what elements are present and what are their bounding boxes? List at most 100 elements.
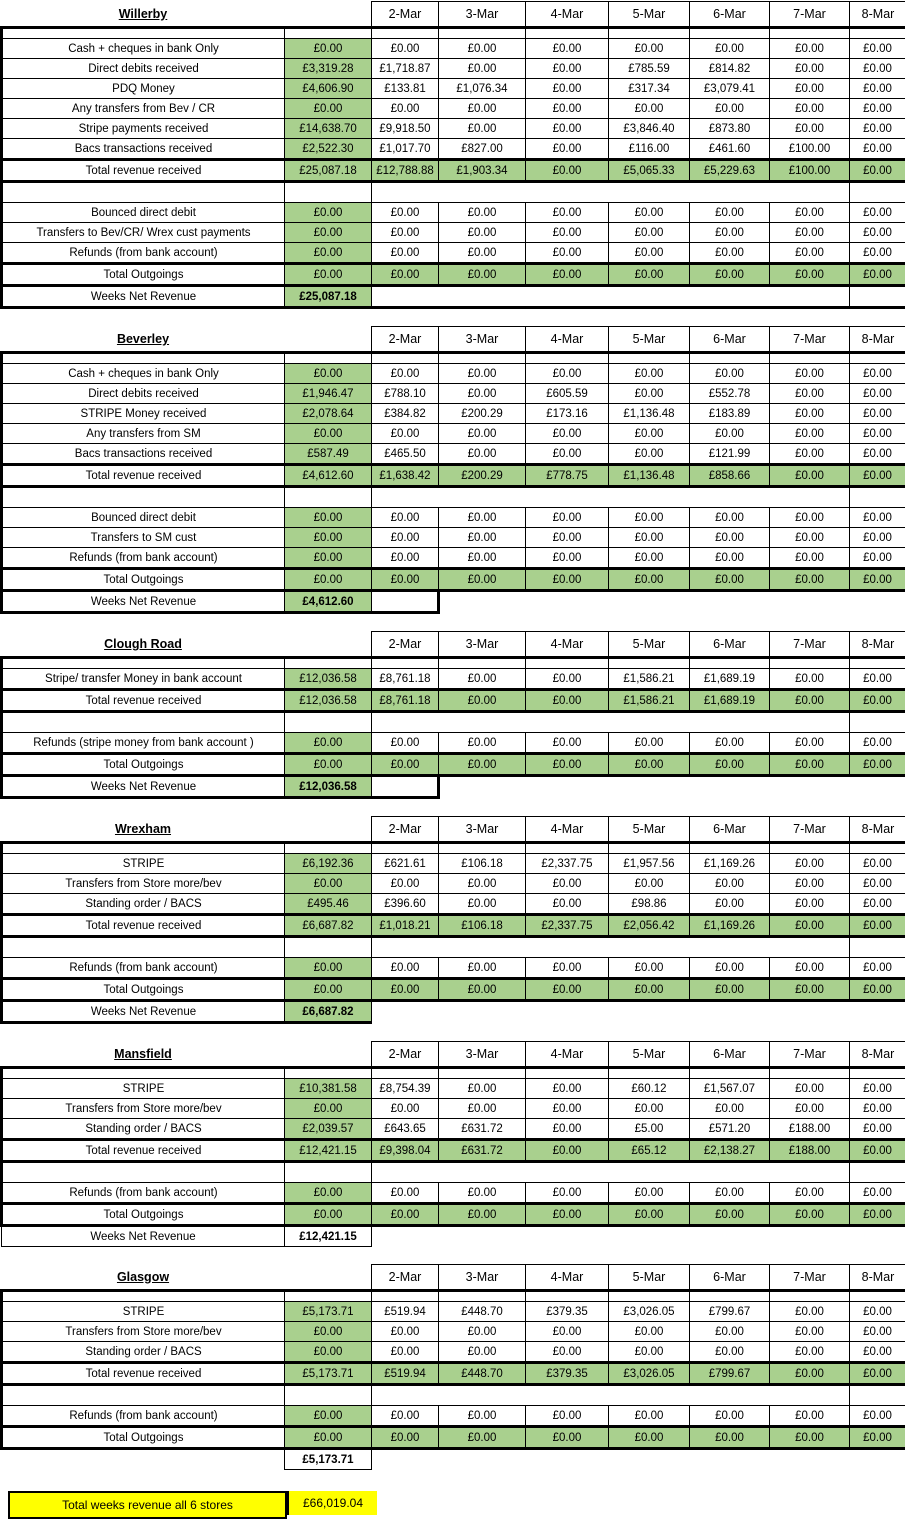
week-total-cell[interactable]: £587.49 xyxy=(285,444,372,465)
row-label-cell-standing-order-bacs[interactable]: Standing order / BACS xyxy=(2,1342,285,1363)
day-value-cell[interactable]: £0.00 xyxy=(526,424,609,444)
day-value-cell[interactable]: £0.00 xyxy=(850,1204,905,1226)
date-header-cell-4-mar[interactable]: 4-Mar xyxy=(526,1265,609,1291)
date-header-cell-7-mar[interactable]: 7-Mar xyxy=(770,817,850,843)
day-value-cell[interactable]: £0.00 xyxy=(850,548,905,569)
date-header-cell-3-mar[interactable]: 3-Mar xyxy=(439,632,526,658)
day-value-cell[interactable]: £0.00 xyxy=(526,223,609,243)
day-value-cell[interactable]: £173.16 xyxy=(526,404,609,424)
day-value-cell[interactable]: £0.00 xyxy=(372,754,439,776)
day-value-cell[interactable]: £0.00 xyxy=(850,223,905,243)
row-label-cell-transfers-to-sm-cust[interactable]: Transfers to SM cust xyxy=(2,528,285,548)
day-value-cell[interactable]: £0.00 xyxy=(526,264,609,286)
week-total-cell[interactable]: £0.00 xyxy=(285,243,372,264)
day-value-cell[interactable]: £0.00 xyxy=(850,669,905,690)
day-value-cell[interactable]: £0.00 xyxy=(372,1099,439,1119)
date-header-cell-2-mar[interactable]: 2-Mar xyxy=(372,1042,439,1068)
day-value-cell[interactable]: £1,689.19 xyxy=(690,690,770,712)
row-label-cell-total-revenue-received[interactable]: Total revenue received xyxy=(2,1140,285,1162)
day-value-cell[interactable]: £0.00 xyxy=(439,1406,526,1427)
day-value-cell[interactable]: £0.00 xyxy=(372,1427,439,1449)
day-value-cell[interactable]: £0.00 xyxy=(770,99,850,119)
week-total-cell[interactable]: £10,381.58 xyxy=(285,1079,372,1099)
week-total-cell[interactable]: £0.00 xyxy=(285,1406,372,1427)
day-value-cell[interactable]: £0.00 xyxy=(609,528,690,548)
day-value-cell[interactable]: £5.00 xyxy=(609,1119,690,1140)
day-value-cell[interactable]: £0.00 xyxy=(850,444,905,465)
day-value-cell[interactable]: £183.89 xyxy=(690,404,770,424)
day-value-cell[interactable]: £0.00 xyxy=(850,1363,905,1385)
day-value-cell[interactable]: £571.20 xyxy=(690,1119,770,1140)
day-value-cell[interactable]: £0.00 xyxy=(690,264,770,286)
day-value-cell[interactable]: £519.94 xyxy=(372,1363,439,1385)
day-value-cell[interactable]: £0.00 xyxy=(609,243,690,264)
day-value-cell[interactable]: £1,567.07 xyxy=(690,1079,770,1099)
day-value-cell[interactable]: £0.00 xyxy=(690,754,770,776)
week-total-cell[interactable]: £1,946.47 xyxy=(285,384,372,404)
date-header-cell-2-mar[interactable]: 2-Mar xyxy=(372,327,439,353)
day-value-cell[interactable]: £0.00 xyxy=(850,1099,905,1119)
day-value-cell[interactable]: £0.00 xyxy=(609,1183,690,1204)
day-value-cell[interactable]: £0.00 xyxy=(770,669,850,690)
day-value-cell[interactable]: £100.00 xyxy=(770,160,850,182)
day-value-cell[interactable]: £814.82 xyxy=(690,59,770,79)
day-value-cell[interactable]: £0.00 xyxy=(526,119,609,139)
day-value-cell[interactable]: £785.59 xyxy=(609,59,690,79)
day-value-cell[interactable]: £0.00 xyxy=(609,444,690,465)
week-total-cell[interactable]: £0.00 xyxy=(285,1322,372,1342)
day-value-cell[interactable]: £0.00 xyxy=(609,1342,690,1363)
day-value-cell[interactable]: £100.00 xyxy=(770,139,850,160)
day-value-cell[interactable]: £0.00 xyxy=(439,548,526,569)
row-label-cell-refunds-from-bank-account[interactable]: Refunds (from bank account) xyxy=(2,243,285,264)
day-value-cell[interactable]: £0.00 xyxy=(690,1406,770,1427)
day-value-cell[interactable]: £0.00 xyxy=(850,39,905,59)
row-label-cell-total-outgoings[interactable]: Total Outgoings xyxy=(2,754,285,776)
day-value-cell[interactable]: £0.00 xyxy=(439,669,526,690)
date-header-cell-4-mar[interactable]: 4-Mar xyxy=(526,1042,609,1068)
row-label-cell-bounced-direct-debit[interactable]: Bounced direct debit xyxy=(2,508,285,528)
date-header-cell-7-mar[interactable]: 7-Mar xyxy=(770,327,850,353)
day-value-cell[interactable]: £9,918.50 xyxy=(372,119,439,139)
week-total-cell[interactable]: £0.00 xyxy=(285,223,372,243)
day-value-cell[interactable]: £0.00 xyxy=(526,99,609,119)
date-header-cell-5-mar[interactable]: 5-Mar xyxy=(609,817,690,843)
day-value-cell[interactable]: £0.00 xyxy=(372,39,439,59)
day-value-cell[interactable]: £0.00 xyxy=(439,979,526,1001)
weeks-net-value-cell[interactable]: £25,087.18 xyxy=(285,286,372,308)
day-value-cell[interactable]: £0.00 xyxy=(770,569,850,591)
day-value-cell[interactable]: £0.00 xyxy=(609,1406,690,1427)
day-value-cell[interactable]: £0.00 xyxy=(690,894,770,915)
weeks-net-value-cell[interactable]: £4,612.60 xyxy=(285,591,372,613)
row-label-cell-direct-debits-received[interactable]: Direct debits received xyxy=(2,384,285,404)
day-value-cell[interactable]: £0.00 xyxy=(439,754,526,776)
day-value-cell[interactable]: £0.00 xyxy=(770,1183,850,1204)
day-value-cell[interactable]: £106.18 xyxy=(439,915,526,937)
day-value-cell[interactable]: £379.35 xyxy=(526,1302,609,1322)
day-value-cell[interactable]: £873.80 xyxy=(690,119,770,139)
date-header-cell-2-mar[interactable]: 2-Mar xyxy=(372,2,439,28)
date-header-cell-2-mar[interactable]: 2-Mar xyxy=(372,817,439,843)
day-value-cell[interactable]: £2,337.75 xyxy=(526,915,609,937)
week-total-cell[interactable]: £4,606.90 xyxy=(285,79,372,99)
week-total-cell[interactable]: £0.00 xyxy=(285,733,372,754)
day-value-cell[interactable]: £1,076.34 xyxy=(439,79,526,99)
day-value-cell[interactable]: £0.00 xyxy=(850,264,905,286)
day-value-cell[interactable]: £0.00 xyxy=(439,528,526,548)
day-value-cell[interactable]: £0.00 xyxy=(609,1204,690,1226)
day-value-cell[interactable]: £0.00 xyxy=(770,958,850,979)
day-value-cell[interactable]: £827.00 xyxy=(439,139,526,160)
day-value-cell[interactable]: £0.00 xyxy=(609,264,690,286)
day-value-cell[interactable]: £0.00 xyxy=(439,1342,526,1363)
day-value-cell[interactable]: £0.00 xyxy=(609,364,690,384)
day-value-cell[interactable]: £0.00 xyxy=(850,404,905,424)
day-value-cell[interactable]: £98.86 xyxy=(609,894,690,915)
day-value-cell[interactable]: £0.00 xyxy=(770,854,850,874)
day-value-cell[interactable]: £0.00 xyxy=(372,99,439,119)
day-value-cell[interactable]: £0.00 xyxy=(526,548,609,569)
day-value-cell[interactable]: £0.00 xyxy=(526,364,609,384)
day-value-cell[interactable]: £0.00 xyxy=(770,915,850,937)
day-value-cell[interactable]: £778.75 xyxy=(526,465,609,487)
day-value-cell[interactable]: £1,638.42 xyxy=(372,465,439,487)
day-value-cell[interactable]: £12,788.88 xyxy=(372,160,439,182)
week-total-cell[interactable]: £3,319.28 xyxy=(285,59,372,79)
